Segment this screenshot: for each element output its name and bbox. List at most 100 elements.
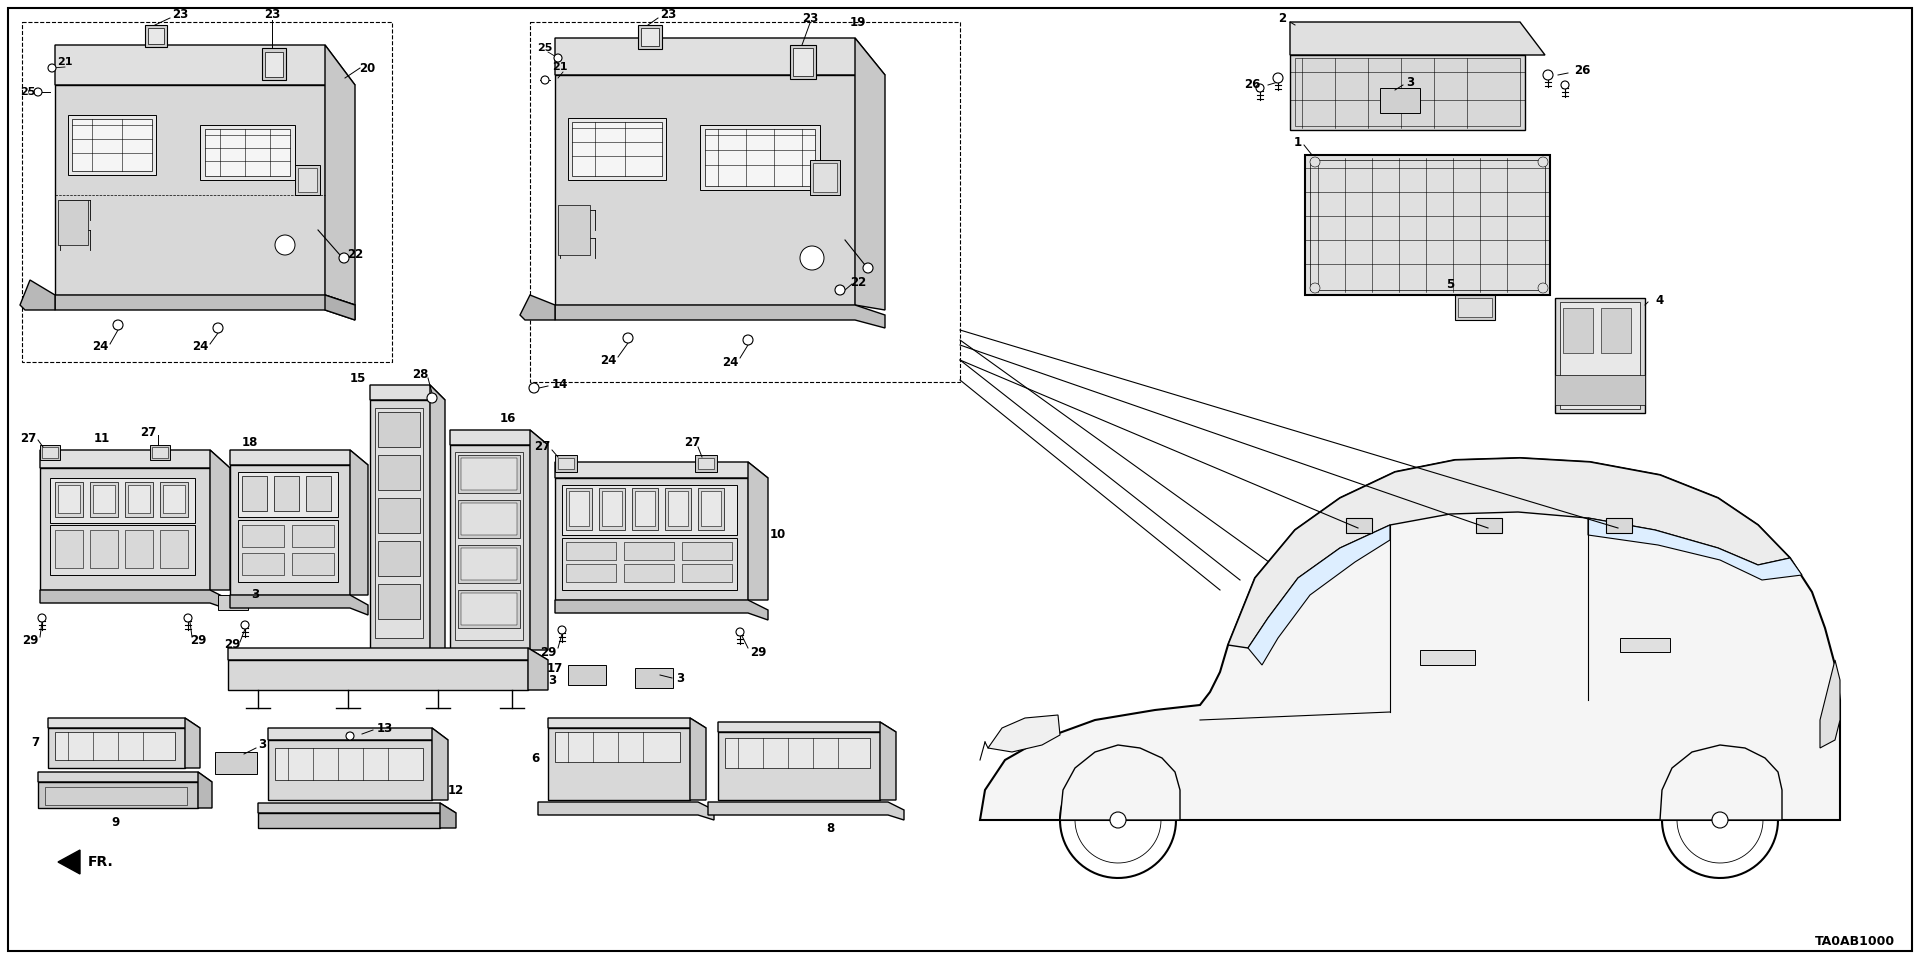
Point <box>897 215 927 230</box>
Bar <box>92 485 115 513</box>
Text: 16: 16 <box>499 411 516 425</box>
Point <box>933 276 964 292</box>
Point <box>724 456 755 472</box>
Point <box>889 448 920 463</box>
Point <box>935 246 966 262</box>
Point <box>849 389 879 405</box>
Point <box>747 192 778 207</box>
Point <box>818 339 849 354</box>
Point <box>929 205 960 221</box>
Point <box>883 210 914 225</box>
Point <box>860 390 891 406</box>
Polygon shape <box>56 45 355 85</box>
Point <box>918 314 948 329</box>
Bar <box>810 160 841 195</box>
Text: 7: 7 <box>31 736 38 749</box>
Point <box>780 293 810 309</box>
Bar <box>21 22 392 362</box>
Point <box>755 325 785 340</box>
Point <box>755 209 785 224</box>
Point <box>891 373 922 388</box>
Point <box>952 412 983 428</box>
Point <box>829 210 860 225</box>
Point <box>868 430 899 445</box>
Point <box>797 324 828 339</box>
Point <box>933 242 964 257</box>
Point <box>950 345 981 361</box>
Point <box>799 222 829 237</box>
Point <box>797 344 828 360</box>
Point <box>885 446 916 461</box>
Bar <box>378 412 420 447</box>
Point <box>908 409 939 424</box>
Point <box>941 340 972 356</box>
Bar <box>572 122 662 176</box>
Point <box>718 238 749 253</box>
Bar <box>1309 160 1546 290</box>
Point <box>908 366 939 382</box>
Point <box>730 306 760 321</box>
Point <box>716 270 747 286</box>
Point <box>889 356 920 371</box>
Point <box>751 210 781 225</box>
Bar <box>461 548 516 580</box>
Polygon shape <box>349 450 369 595</box>
Point <box>935 337 966 352</box>
Bar <box>1455 295 1496 320</box>
Point <box>833 196 864 211</box>
Point <box>804 456 835 471</box>
Point <box>958 432 989 447</box>
Point <box>845 251 876 267</box>
Point <box>781 225 812 241</box>
Circle shape <box>1309 157 1321 167</box>
Point <box>737 303 768 318</box>
Point <box>783 289 814 304</box>
Point <box>795 328 826 343</box>
Point <box>904 208 935 223</box>
Point <box>804 217 835 232</box>
Point <box>929 360 960 375</box>
Point <box>956 424 987 439</box>
Bar <box>152 447 169 458</box>
Polygon shape <box>528 648 547 690</box>
Point <box>895 201 925 217</box>
Point <box>829 286 860 301</box>
Point <box>877 409 908 424</box>
Bar <box>1294 58 1521 126</box>
Point <box>948 198 979 213</box>
Point <box>887 385 918 400</box>
Point <box>899 345 929 361</box>
Bar <box>568 491 589 526</box>
Point <box>868 246 899 262</box>
Point <box>900 399 931 414</box>
Point <box>824 381 854 396</box>
Point <box>952 456 983 472</box>
Point <box>787 264 818 279</box>
Point <box>804 441 835 456</box>
Text: 8: 8 <box>826 822 833 834</box>
Point <box>874 385 904 400</box>
Point <box>931 390 962 406</box>
Point <box>741 261 772 276</box>
Bar <box>73 119 152 171</box>
Circle shape <box>559 626 566 634</box>
Point <box>854 284 885 299</box>
Point <box>783 326 814 341</box>
Point <box>870 260 900 275</box>
Point <box>847 224 877 240</box>
Point <box>783 275 814 291</box>
Point <box>803 233 833 248</box>
Point <box>829 397 860 412</box>
Point <box>764 232 795 247</box>
Point <box>768 377 799 392</box>
Point <box>843 304 874 319</box>
Text: 3: 3 <box>257 738 267 752</box>
Point <box>912 288 943 303</box>
Point <box>739 371 770 386</box>
Polygon shape <box>547 718 707 728</box>
Point <box>755 381 785 396</box>
Point <box>726 289 756 304</box>
Circle shape <box>862 263 874 273</box>
Text: 29: 29 <box>190 634 205 646</box>
Point <box>860 241 891 256</box>
